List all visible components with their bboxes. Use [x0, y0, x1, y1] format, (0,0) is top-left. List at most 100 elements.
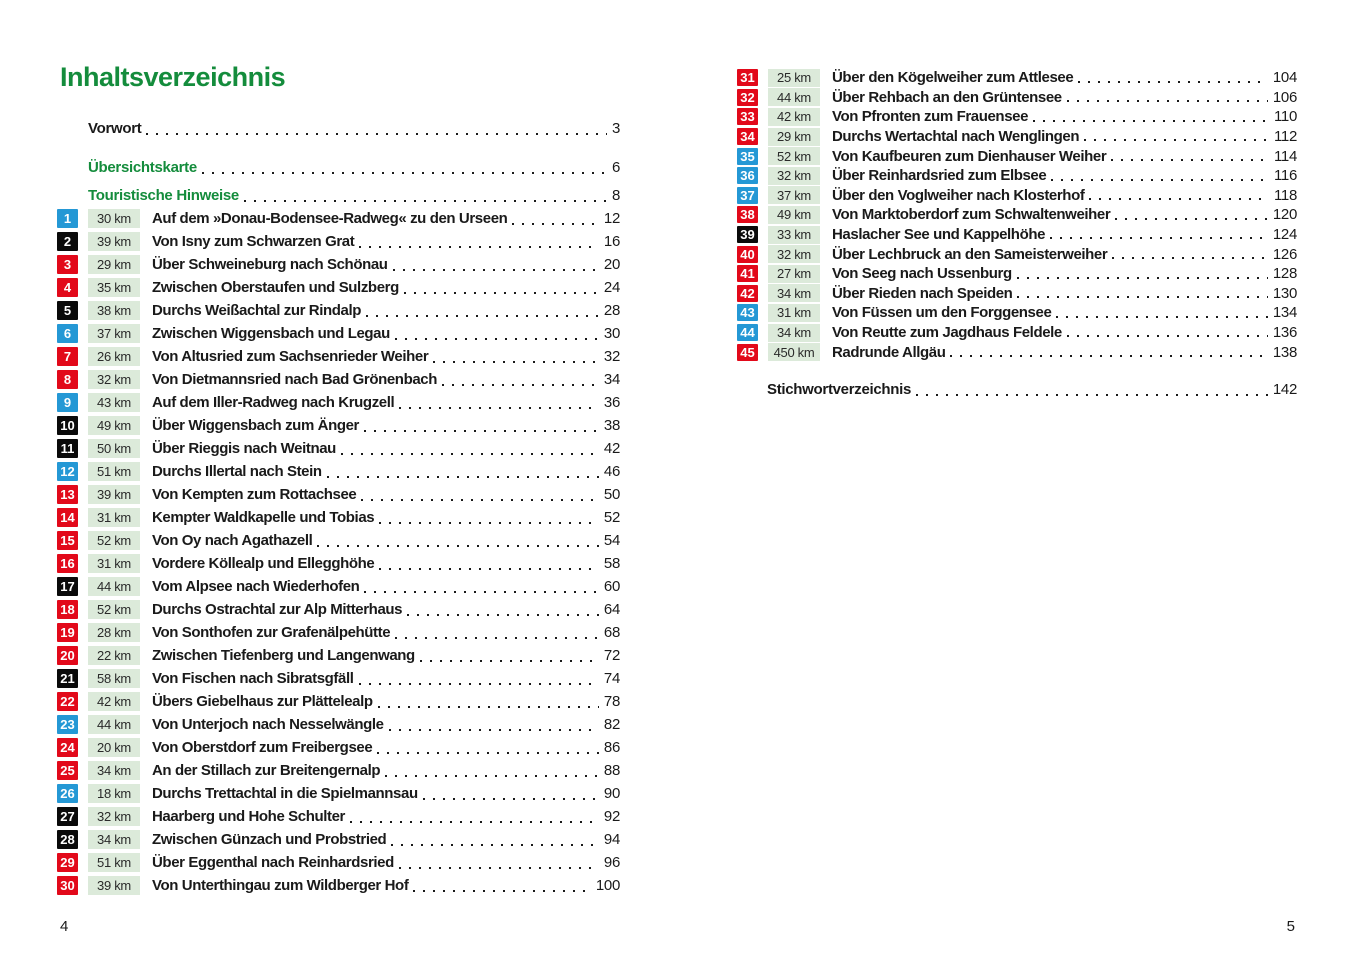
toc-row: 29 51 km Über Eggenthal nach Reinhardsried…: [57, 851, 620, 874]
dot-leader: [364, 299, 601, 322]
toc-row: 21 58 km Von Fischen nach Sibratsgfäll 74: [57, 667, 620, 690]
toc-row: 33 42 km Von Pfronten zum Frauensee 110: [737, 107, 1297, 127]
distance-box: 31 km: [88, 554, 140, 573]
route-number-badge: 42: [737, 284, 758, 302]
distance-box: 34 km: [88, 761, 140, 780]
dot-leader: [421, 782, 601, 805]
route-number-badge: 21: [57, 669, 78, 688]
route-title: An der Stillach zur Breitengernalp: [152, 762, 381, 779]
index-row: Stichwortverzeichnis 142: [737, 378, 1297, 401]
dot-leader: [1054, 303, 1269, 323]
dot-leader: [348, 805, 601, 828]
page-ref: 16: [603, 233, 620, 250]
toc-row: 32 44 km Über Rehbach an den Grüntensee 106: [737, 88, 1297, 108]
dot-leader: [376, 690, 601, 713]
route-title: Radrunde Allgäu: [832, 343, 946, 361]
distance-box: 43 km: [88, 393, 140, 412]
toc-row: 15 52 km Von Oy nach Agathazell 54: [57, 529, 620, 552]
toc-row: 38 49 km Von Marktoberdorf zum Schwaltenwe…: [737, 205, 1297, 225]
route-number-badge: 27: [57, 807, 78, 826]
route-number-badge: 41: [737, 265, 758, 283]
route-number-badge: 29: [57, 853, 78, 872]
toc-row: 31 25 km Über den Kögelweiher zum Attlesee…: [737, 68, 1297, 88]
route-number-badge: 26: [57, 784, 78, 803]
route-title: Zwischen Günzach und Probstried: [152, 831, 387, 848]
distance-box: 26 km: [88, 347, 140, 366]
front-matter-label: Übersichtskarte: [88, 159, 197, 176]
front-matter-row: Touristische Hinweise 8: [57, 184, 620, 207]
toc-row: 42 34 km Über Rieden nach Speiden 130: [737, 284, 1297, 304]
route-number-badge: 9: [57, 393, 78, 412]
distance-box: 49 km: [88, 416, 140, 435]
dot-leader: [339, 437, 601, 460]
route-number-badge: 39: [737, 226, 758, 244]
toc-row: 39 33 km Haslacher See und Kappelhöhe 124: [737, 225, 1297, 245]
toc-row: 13 39 km Von Kempten zum Rottachsee 50: [57, 483, 620, 506]
page-ref: 8: [611, 187, 620, 204]
route-title: Von Kempten zum Rottachsee: [152, 486, 357, 503]
route-number-badge: 22: [57, 692, 78, 711]
distance-box: 25 km: [768, 68, 820, 87]
page-ref: 96: [603, 854, 620, 871]
toc-row: 23 44 km Von Unterjoch nach Nesselwängle 82: [57, 713, 620, 736]
distance-box: 44 km: [88, 715, 140, 734]
page-ref: 88: [603, 762, 620, 779]
page-ref: 124: [1272, 226, 1297, 244]
dot-leader: [377, 506, 601, 529]
distance-box: 34 km: [768, 284, 820, 303]
route-number-badge: 25: [57, 761, 78, 780]
toc-row: 9 43 km Auf dem Iller-Radweg nach Krugzell…: [57, 391, 620, 414]
toc-list-left: 1 30 km Auf dem »Donau-Bodensee-Radweg« zu…: [57, 207, 620, 897]
distance-box: 35 km: [88, 278, 140, 297]
page-ref: 68: [603, 624, 620, 641]
distance-box: 51 km: [88, 462, 140, 481]
route-number-badge: 18: [57, 600, 78, 619]
page-ref: 114: [1273, 147, 1297, 165]
distance-box: 39 km: [88, 232, 140, 251]
left-folio: 4: [60, 918, 69, 935]
page-ref: 90: [603, 785, 620, 802]
toc-row: 35 52 km Von Kaufbeuren zum Dienhauser Wei…: [737, 146, 1297, 166]
page-ref: 54: [603, 532, 620, 549]
route-number-badge: 11: [57, 439, 78, 458]
page-ref: 138: [1272, 343, 1297, 361]
route-title: Durchs Wertachtal nach Wenglingen: [832, 128, 1080, 146]
route-number-badge: 32: [737, 88, 758, 106]
distance-box: 52 km: [88, 600, 140, 619]
distance-box: 44 km: [88, 577, 140, 596]
dot-leader: [1065, 88, 1270, 108]
distance-box: 27 km: [768, 264, 820, 283]
dot-leader: [1087, 186, 1271, 206]
distance-box: 18 km: [88, 784, 140, 803]
dot-leader: [393, 621, 601, 644]
route-title: Von Reutte zum Jagdhaus Feldele: [832, 324, 1062, 342]
dot-leader: [383, 759, 601, 782]
dot-leader: [914, 378, 1270, 401]
route-title: Über den Kögelweiher zum Attlesee: [832, 69, 1074, 87]
front-matter-label: Vorwort: [88, 120, 142, 137]
toc-row: 37 37 km Über den Voglweiher nach Klosterh…: [737, 186, 1297, 206]
route-number-badge: 44: [737, 324, 758, 342]
toc-row: 11 50 km Über Rieggis nach Weitnau 42: [57, 437, 620, 460]
toc-row: 41 27 km Von Seeg nach Ussenburg 128: [737, 264, 1297, 284]
toc-row: 30 39 km Von Unterthingau zum Wildberger H…: [57, 874, 620, 897]
route-title: Über Rehbach an den Grüntensee: [832, 88, 1062, 106]
route-title: Über Rieden nach Speiden: [832, 284, 1013, 302]
dot-leader: [1110, 244, 1270, 264]
route-number-badge: 5: [57, 301, 78, 320]
toc-row: 18 52 km Durchs Ostrachtal zur Alp Mitterh…: [57, 598, 620, 621]
page-ref: 72: [603, 647, 620, 664]
dot-leader: [1015, 284, 1269, 304]
toc-row: 34 29 km Durchs Wertachtal nach Wenglingen…: [737, 127, 1297, 147]
page-ref: 32: [603, 348, 620, 365]
dot-leader: [325, 460, 601, 483]
route-number-badge: 16: [57, 554, 78, 573]
route-title: Auf dem »Donau-Bodensee-Radweg« zu den U…: [152, 210, 508, 227]
dot-leader: [1015, 264, 1270, 284]
page-ref: 104: [1272, 69, 1297, 87]
route-number-badge: 33: [737, 108, 758, 126]
page-ref: 12: [603, 210, 620, 227]
dot-leader: [1048, 225, 1270, 245]
route-title: Durchs Trettachtal in die Spielmannsau: [152, 785, 418, 802]
distance-box: 42 km: [88, 692, 140, 711]
